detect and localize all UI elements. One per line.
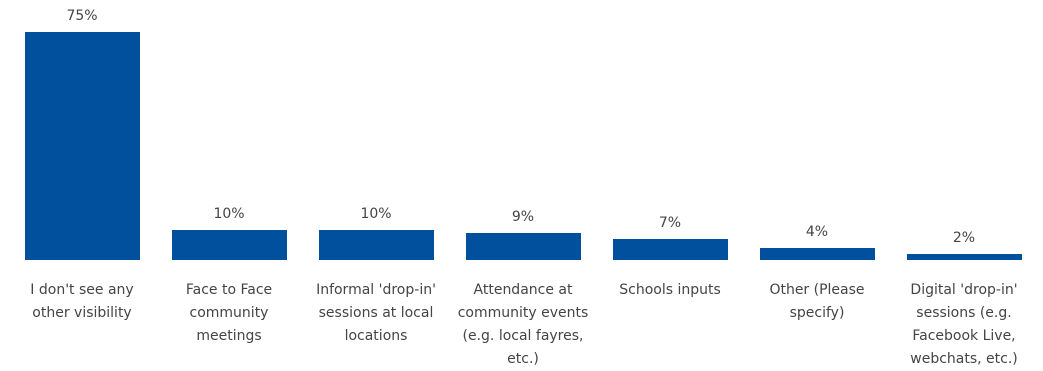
category-label: Informal 'drop-in' sessions at local loc… [316, 282, 436, 344]
category-label: Schools inputs [619, 282, 721, 298]
category-label: Face to Face community meetings [185, 282, 273, 344]
bar [612, 238, 728, 260]
category-label: Other (Please specify) [769, 282, 865, 321]
category-label: I don't see any other visibility [30, 282, 134, 321]
value-label: 9% [511, 208, 535, 225]
value-label: 4% [805, 223, 829, 240]
bar [759, 247, 875, 260]
bar [906, 253, 1022, 260]
bar [318, 229, 434, 260]
bar [24, 32, 140, 260]
value-label: 10% [360, 205, 392, 222]
value-label: 2% [952, 229, 976, 246]
bar [171, 229, 287, 260]
value-label: 10% [213, 205, 245, 222]
bar [465, 232, 581, 260]
value-label: 7% [658, 214, 682, 231]
category-label: Digital 'drop-in' sessions (e.g. Faceboo… [910, 282, 1018, 367]
value-label: 75% [66, 8, 98, 24]
category-label: Attendance at community events (e.g. loc… [457, 282, 589, 367]
